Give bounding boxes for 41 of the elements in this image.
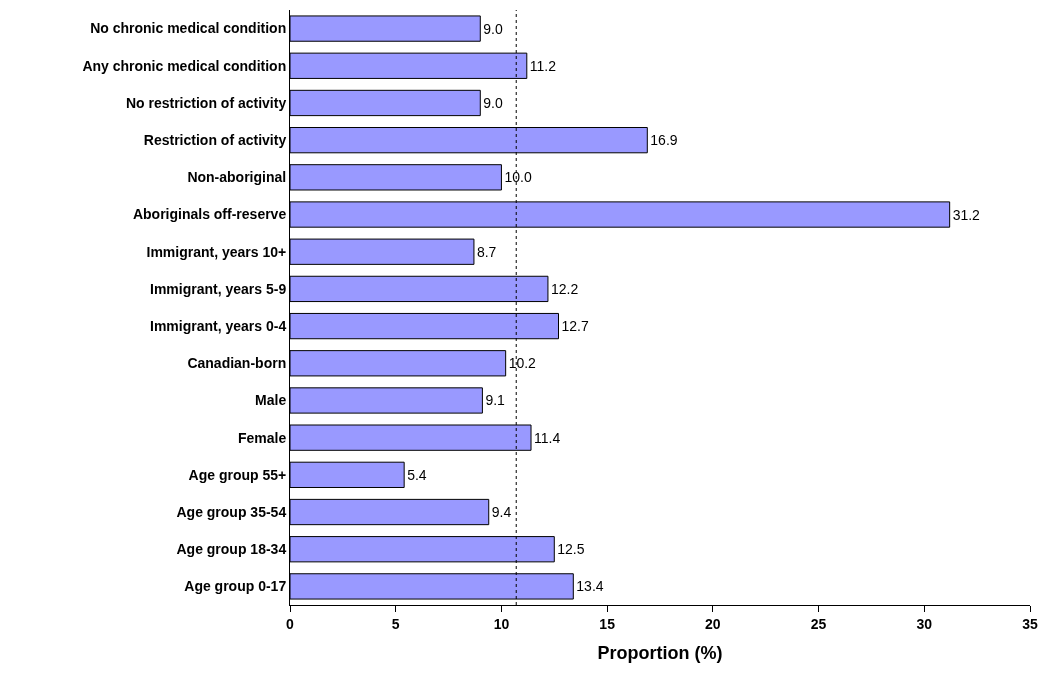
y-tick-label: Non-aboriginal — [187, 169, 287, 186]
data-label: 16.9 — [650, 132, 678, 149]
y-tick-label: Age group 35-54 — [176, 503, 287, 520]
y-tick-label: No restriction of activity — [125, 94, 287, 111]
y-tick-label: Any chronic medical condition — [82, 57, 287, 74]
data-label: 31.2 — [952, 206, 981, 223]
data-label: 9.0 — [483, 94, 503, 111]
data-label: 11.2 — [529, 57, 557, 74]
data-label: 13.4 — [576, 578, 604, 595]
y-tick-label: Age group 0-17 — [184, 578, 287, 595]
y-tick-label: Immigrant, years 0-4 — [150, 317, 287, 334]
data-label: 9.1 — [485, 392, 506, 409]
y-tick-label: Female — [237, 429, 287, 446]
y-tick-label: Restriction of activity — [143, 132, 287, 149]
data-label: 11.4 — [534, 429, 561, 446]
y-tick-label: Age group 18-34 — [176, 541, 287, 558]
data-label: 10.0 — [504, 169, 532, 186]
x-tick-label: 35 — [1022, 615, 1038, 632]
x-tick-label: 5 — [391, 615, 400, 632]
x-axis-title: Proportion (%) — [597, 642, 723, 663]
y-tick-label: Male — [255, 392, 287, 409]
y-tick-label: Age group 55+ — [188, 466, 287, 483]
x-tick-label: 15 — [599, 615, 616, 632]
data-label: 12.5 — [557, 541, 585, 558]
data-label: 12.2 — [550, 280, 579, 297]
y-tick-label: Immigrant, years 5-9 — [150, 280, 287, 297]
y-tick-label: Aboriginals off-reserve — [132, 206, 287, 223]
data-label: 9.0 — [483, 20, 503, 37]
data-label: 12.7 — [561, 318, 589, 335]
data-label: 5.4 — [407, 466, 427, 483]
y-tick-label: Immigrant, years 10+ — [146, 243, 287, 260]
data-label: 9.4 — [491, 504, 512, 521]
y-tick-label: No chronic medical condition — [90, 20, 287, 37]
x-tick-label: 30 — [916, 615, 933, 632]
x-tick-label: 25 — [810, 615, 827, 632]
x-tick-label: 0 — [286, 615, 295, 632]
y-tick-label: Canadian-born — [187, 355, 287, 372]
data-label: 8.7 — [476, 243, 497, 260]
x-tick-label: 10 — [493, 615, 510, 632]
x-tick-label: 20 — [705, 615, 721, 632]
data-label: 10.2 — [508, 355, 537, 372]
